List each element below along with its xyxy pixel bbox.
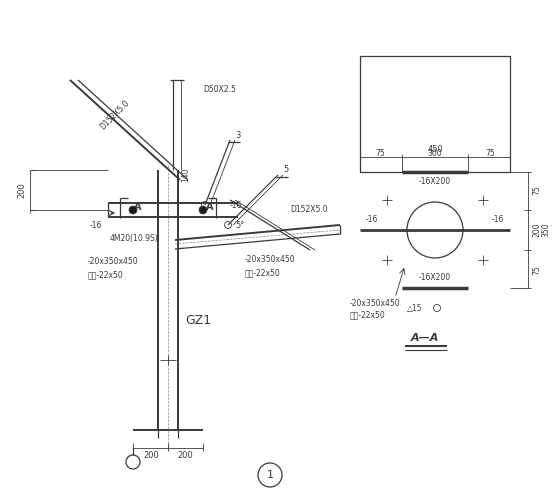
Text: -16: -16 — [492, 216, 504, 224]
Text: 5°: 5° — [235, 221, 245, 229]
Text: △15: △15 — [407, 303, 422, 312]
Text: 栓钉-22x50: 栓钉-22x50 — [350, 310, 386, 320]
Text: A—A: A—A — [411, 333, 439, 343]
Text: -16: -16 — [230, 201, 242, 210]
Text: 栓钉-22x50: 栓钉-22x50 — [245, 269, 281, 278]
Text: 1: 1 — [267, 470, 273, 480]
Text: GZ1: GZ1 — [185, 313, 211, 327]
Text: 栓钉-22x50: 栓钉-22x50 — [88, 271, 124, 280]
Text: 200: 200 — [533, 223, 542, 237]
Text: A: A — [206, 202, 213, 212]
Text: A: A — [134, 202, 142, 212]
Text: -16: -16 — [366, 216, 378, 224]
Text: 140: 140 — [181, 168, 190, 182]
Text: 4M20(10.9S): 4M20(10.9S) — [110, 233, 158, 242]
Text: D152X5.0: D152X5.0 — [99, 98, 132, 132]
Text: -20x350x450: -20x350x450 — [88, 258, 139, 267]
Text: 200: 200 — [17, 182, 26, 198]
Text: 5: 5 — [283, 165, 288, 174]
Text: -20x350x450: -20x350x450 — [350, 298, 400, 307]
Text: D152X5.0: D152X5.0 — [290, 206, 328, 215]
Text: D50X2.5: D50X2.5 — [203, 86, 236, 95]
Text: 350: 350 — [542, 223, 550, 237]
Text: 3: 3 — [235, 131, 240, 140]
Text: 450: 450 — [427, 145, 443, 154]
Circle shape — [199, 206, 207, 214]
Text: -16X200: -16X200 — [419, 177, 451, 186]
Text: 75: 75 — [485, 149, 495, 157]
Text: 200: 200 — [177, 452, 193, 461]
Bar — [360, 56, 510, 172]
Text: 75: 75 — [533, 265, 542, 275]
Circle shape — [129, 206, 137, 214]
Text: 200: 200 — [143, 452, 159, 461]
Text: 300: 300 — [428, 149, 442, 157]
Text: -16X200: -16X200 — [419, 274, 451, 283]
Text: 75: 75 — [375, 149, 385, 157]
Text: -20x350x450: -20x350x450 — [245, 256, 296, 265]
Text: -16: -16 — [90, 221, 102, 229]
Text: 75: 75 — [533, 185, 542, 195]
